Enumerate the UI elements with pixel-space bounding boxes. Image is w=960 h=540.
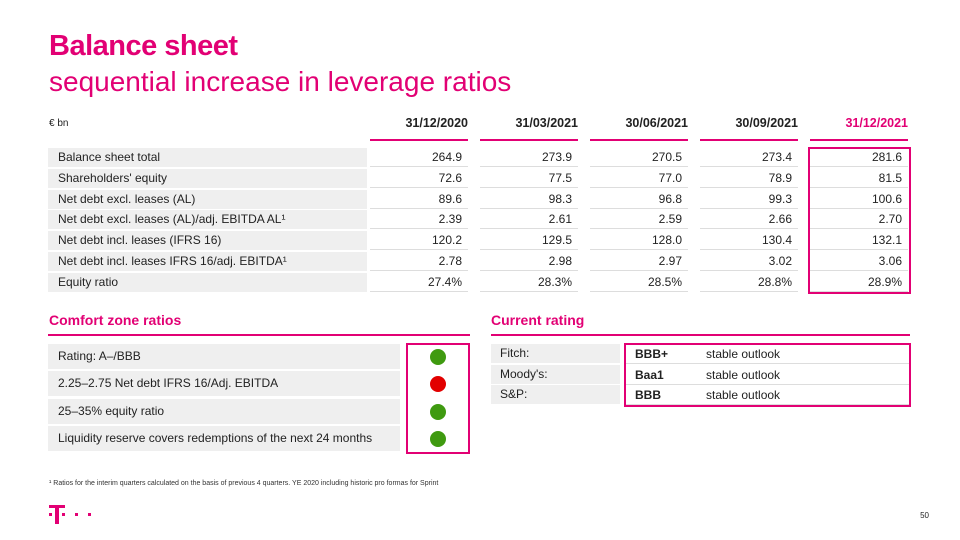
table-cell: 2.39 <box>370 210 468 230</box>
table-cell: 129.5 <box>480 231 578 251</box>
column-header: 31/12/2020 <box>405 116 468 130</box>
row-label: Net debt incl. leases IFRS 16/adj. EBITD… <box>48 252 367 271</box>
rating-box <box>624 343 911 407</box>
table-cell: 77.0 <box>590 169 688 188</box>
page-title: Balance sheet <box>49 30 238 62</box>
table-cell: 2.61 <box>480 210 578 230</box>
footnote: ¹ Ratios for the interim quarters calcul… <box>49 480 439 487</box>
header-underline <box>700 139 798 141</box>
table-cell: 28.3% <box>480 273 578 292</box>
header-underline <box>810 139 908 141</box>
table-cell: 28.8% <box>700 273 798 292</box>
table-cell: 130.4 <box>700 231 798 251</box>
rating-outlook: stable outlook <box>706 367 781 382</box>
page-subtitle: sequential increase in leverage ratios <box>49 66 512 97</box>
table-cell: 120.2 <box>370 231 468 251</box>
table-cell: 72.6 <box>370 169 468 188</box>
column-header: 31/12/2021 <box>845 116 908 130</box>
unit-label: € bn <box>49 118 69 129</box>
table-cell: 28.9% <box>810 273 908 292</box>
row-label: Net debt excl. leases (AL) <box>48 189 367 209</box>
column-header: 30/09/2021 <box>735 116 798 130</box>
table-cell: 99.3 <box>700 190 798 209</box>
status-green-dot-icon <box>430 403 446 420</box>
comfort-item: 2.25–2.75 Net debt IFRS 16/Adj. EBITDA <box>48 371 400 397</box>
status-box <box>406 343 470 454</box>
rating-value: Baa1 <box>635 367 664 382</box>
rating-outlook: stable outlook <box>706 347 781 361</box>
column-header: 30/06/2021 <box>625 116 688 130</box>
table-cell: 96.8 <box>590 190 688 209</box>
column-header: 31/03/2021 <box>515 116 578 130</box>
table-cell: 100.6 <box>810 190 908 209</box>
table-cell: 264.9 <box>370 148 468 167</box>
row-label: Net debt excl. leases (AL)/adj. EBITDA A… <box>48 210 367 230</box>
divider <box>48 334 470 336</box>
table-cell: 2.59 <box>590 210 688 230</box>
row-label: Equity ratio <box>48 272 367 292</box>
header-underline <box>480 139 578 141</box>
page-number: 50 <box>920 511 929 520</box>
status-red-dot-icon <box>430 376 446 393</box>
rating-agency: Moody's: <box>491 364 620 384</box>
table-cell: 28.5% <box>590 273 688 292</box>
table-cell: 89.6 <box>370 190 468 209</box>
rating-agency: S&P: <box>491 385 620 404</box>
table-cell: 2.78 <box>370 252 468 271</box>
table-cell: 2.98 <box>480 252 578 271</box>
row-label: Balance sheet total <box>48 148 367 167</box>
table-cell: 2.66 <box>700 210 798 230</box>
rating-outlook: stable outlook <box>706 388 781 402</box>
status-green-dot-icon <box>430 349 446 365</box>
rating-title: Current rating <box>491 312 585 328</box>
table-cell: 281.6 <box>810 148 908 167</box>
header-underline <box>370 139 468 141</box>
table-cell: 128.0 <box>590 231 688 251</box>
divider <box>491 334 910 336</box>
table-cell: 270.5 <box>590 148 688 167</box>
table-cell: 81.5 <box>810 169 908 188</box>
comfort-item: Liquidity reserve covers redemptions of … <box>48 425 400 451</box>
rating-value: BBB+ <box>635 347 669 361</box>
table-cell: 3.06 <box>810 252 908 271</box>
comfort-title: Comfort zone ratios <box>49 312 182 328</box>
table-cell: 2.70 <box>810 210 908 230</box>
rating-agency: Fitch: <box>491 344 620 363</box>
comfort-item: 25–35% equity ratio <box>48 398 400 424</box>
table-cell: 27.4% <box>370 273 468 292</box>
header-underline <box>590 139 688 141</box>
comfort-item: Rating: A–/BBB <box>48 344 400 369</box>
row-label: Net debt incl. leases (IFRS 16) <box>48 231 367 251</box>
highlight-column-box <box>808 147 911 294</box>
status-green-dot-icon <box>430 430 446 447</box>
table-cell: 273.9 <box>480 148 578 167</box>
table-cell: 77.5 <box>480 169 578 188</box>
table-cell: 273.4 <box>700 148 798 167</box>
rating-value: BBB <box>635 388 661 402</box>
table-cell: 78.9 <box>700 169 798 188</box>
table-cell: 2.97 <box>590 252 688 271</box>
table-cell: 3.02 <box>700 252 798 271</box>
table-cell: 132.1 <box>810 231 908 251</box>
table-cell: 98.3 <box>480 190 578 209</box>
telekom-logo <box>49 505 91 524</box>
row-label: Shareholders' equity <box>48 168 367 188</box>
